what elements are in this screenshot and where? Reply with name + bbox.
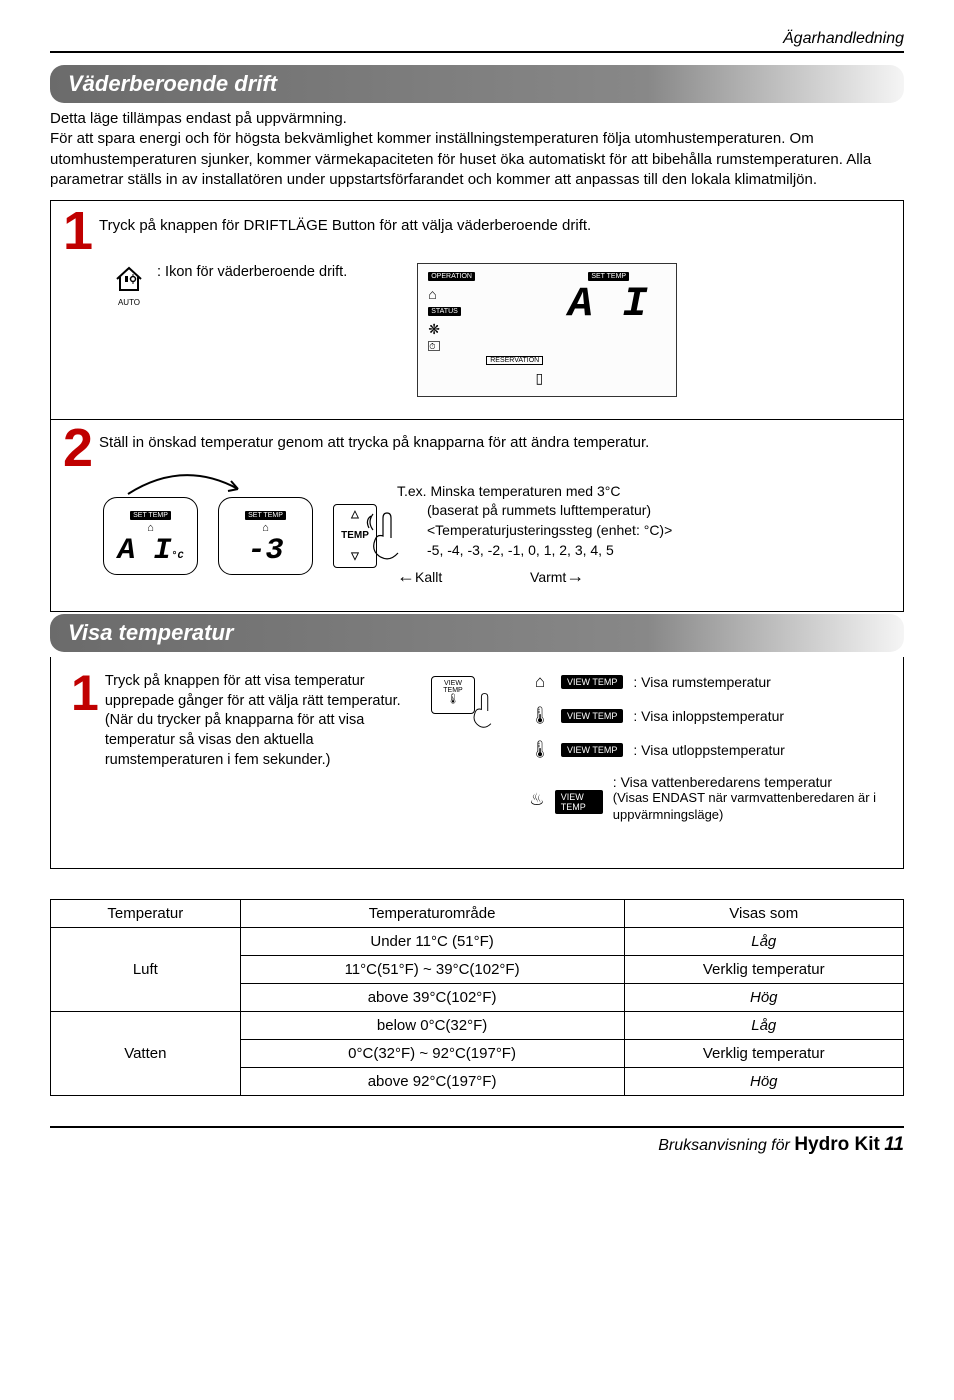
info-l3: <Temperaturjusteringssteg (enhet: °C)> (397, 521, 672, 541)
cell-r6-range: above 92°C(197°F) (240, 1068, 624, 1096)
section-header-view-temp: Visa temperatur (50, 614, 904, 652)
footer-page-number: 11 (884, 1134, 904, 1155)
vt-text-3: : Visa utloppstemperatur (633, 742, 785, 758)
arrow-curve-icon (123, 469, 253, 499)
small-display-1: SET TEMP ⌂ A I°C (103, 497, 198, 575)
view-temp-badge-2: VIEW TEMP (561, 709, 623, 723)
tank-mini-icon: ▯ (488, 370, 543, 387)
step1-text: Tryck på knappen för DRIFTLÄGE Button fö… (99, 209, 591, 234)
info-l2: (baserat på rummets lufttemperatur) (397, 501, 672, 521)
operation-label: OPERATION (428, 272, 475, 281)
down-arrow-icon: ▽ (351, 551, 359, 562)
cell-r2-range: 11°C(51°F) ~ 39°C(102°F) (240, 956, 624, 984)
step1-number: 1 (63, 209, 93, 255)
disp2-value: -3 (229, 534, 302, 568)
small-display-2: SET TEMP ⌂ -3 (218, 497, 313, 575)
view-temp-badge-1: VIEW TEMP (561, 675, 623, 689)
footer-brand: Hydro Kit (794, 1134, 880, 1155)
step1-box: 1 Tryck på knappen för DRIFTLÄGE Button … (50, 200, 904, 420)
reservation-label: RESERVATION (486, 356, 543, 365)
view-temp-badge-3: VIEW TEMP (561, 743, 623, 757)
view-step-text: Tryck på knappen för att visa temperatur… (105, 672, 401, 770)
th-temperatur: Temperatur (51, 900, 241, 928)
up-arrow-icon: △ (351, 509, 359, 520)
th-shown: Visas som (624, 900, 904, 928)
temp-info: T.ex. Minska temperaturen med 3°C (baser… (397, 482, 672, 590)
icon-description: : Ikon för väderberoende drift. (157, 263, 347, 282)
vt-text-4: : Visa vattenberedarens temperatur (613, 774, 883, 790)
hand-press-icon (363, 508, 403, 564)
cell-r3-range: above 39°C(102°F) (240, 984, 624, 1012)
varmt-label: Varmt (530, 569, 566, 585)
footer-text: Bruksanvisning för (658, 1137, 790, 1154)
weather-auto-icon (113, 263, 145, 295)
cell-r2-val: Verklig temperatur (624, 956, 904, 984)
temperature-spec-table: Temperatur Temperaturområde Visas som Lu… (50, 899, 904, 1096)
fan-mini-icon: ❋ (428, 321, 543, 338)
cell-r1-val: Låg (624, 928, 904, 956)
timer-mini-icon: ⏱ (428, 341, 440, 351)
vt-text-2: : Visa inloppstemperatur (633, 708, 784, 724)
cell-r5-val: Verklig temperatur (624, 1040, 904, 1068)
kallt-label: Kallt (415, 569, 442, 585)
info-l4: -5, -4, -3, -2, -1, 0, 1, 2, 3, 4, 5 (397, 541, 672, 561)
th-range: Temperaturområde (240, 900, 624, 928)
house-mini-icon: ⌂ (428, 286, 543, 302)
view-temp-badge-4: VIEW TEMP (555, 790, 603, 814)
inlet-temp-icon: 🌡 (529, 706, 551, 726)
display-value: A I (551, 283, 666, 325)
cell-r1-range: Under 11°C (51°F) (240, 928, 624, 956)
cell-r6-val: Hög (624, 1068, 904, 1096)
step2-text: Ställ in önskad temperatur genom att try… (99, 426, 649, 451)
settemp-mini-label-2: SET TEMP (245, 511, 286, 520)
vt-text-1: : Visa rumstemperatur (633, 674, 770, 690)
cell-r5-range: 0°C(32°F) ~ 92°C(197°F) (240, 1040, 624, 1068)
display-panel: OPERATION ⌂ STATUS ❋ ⏱ RESERVATION ▯ SET… (417, 263, 677, 397)
hand-point-icon (467, 692, 499, 730)
outlet-temp-icon: 🌡 (529, 740, 551, 760)
cell-r4-val: Låg (624, 1012, 904, 1040)
status-label: STATUS (428, 307, 461, 316)
cell-luft: Luft (51, 928, 241, 1012)
step2-box: 2 Ställ in önskad temperatur genom att t… (50, 418, 904, 612)
cell-r3-val: Hög (624, 984, 904, 1012)
view-step-number: 1 (71, 672, 99, 770)
doc-title: Ägarhandledning (50, 30, 904, 48)
view-temp-box: 1 Tryck på knappen för att visa temperat… (50, 657, 904, 869)
cell-r4-range: below 0°C(32°F) (240, 1012, 624, 1040)
tank-temp-icon: ♨ (529, 774, 545, 810)
settemp-mini-label-1: SET TEMP (130, 511, 171, 520)
auto-label: AUTO (113, 298, 145, 307)
section-header-weather: Väderberoende drift (50, 65, 904, 103)
disp1-value: A I°C (114, 534, 187, 568)
room-temp-icon: ⌂ (529, 672, 551, 692)
intro-text: Detta läge tillämpas endast på uppvärmni… (50, 109, 904, 190)
page-footer: Bruksanvisning för Hydro Kit 11 (50, 1126, 904, 1156)
cell-vatten: Vatten (51, 1012, 241, 1096)
info-l1: T.ex. Minska temperaturen med 3°C (397, 482, 672, 502)
step2-number: 2 (63, 426, 93, 472)
vt-sub-4: (Visas ENDAST när varmvattenberedaren är… (613, 790, 883, 824)
